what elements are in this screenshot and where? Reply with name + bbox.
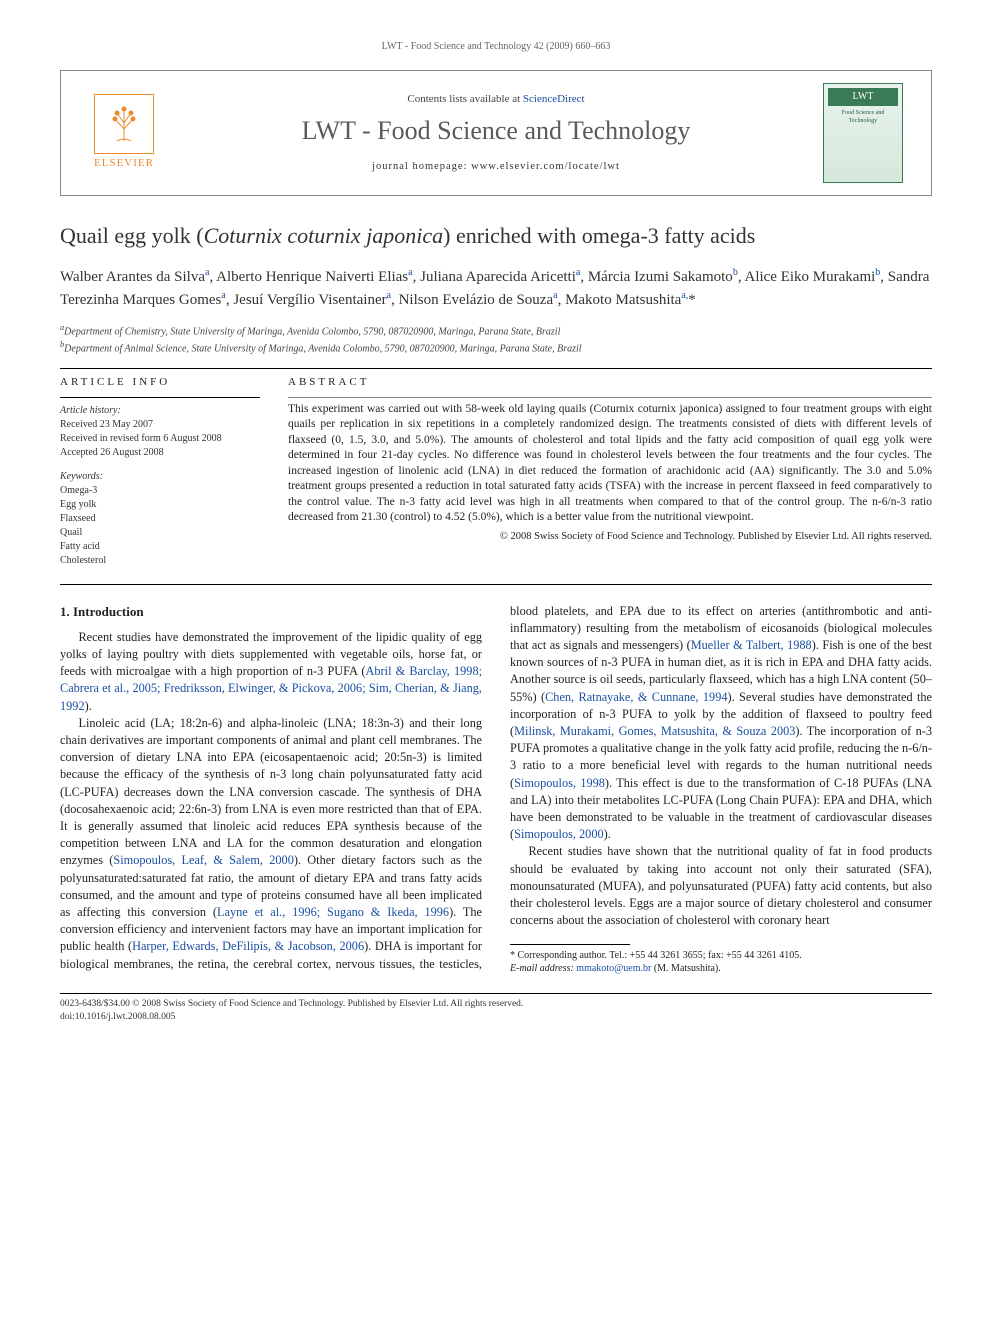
masthead: ELSEVIER Contents lists available at Sci… — [60, 70, 932, 196]
section-heading-intro: 1. Introduction — [60, 603, 482, 621]
email-link[interactable]: mmakoto@uem.br — [576, 963, 651, 974]
abstract-block: ABSTRACT This experiment was carried out… — [288, 375, 932, 567]
history-label: Article history: — [60, 404, 260, 418]
affiliation-a: aDepartment of Chemistry, State Universi… — [60, 322, 932, 339]
article-title: Quail egg yolk (Coturnix coturnix japoni… — [60, 222, 932, 251]
article-info-head: ARTICLE INFO — [60, 375, 260, 390]
homepage-url[interactable]: www.elsevier.com/locate/lwt — [471, 161, 620, 172]
affiliation-b: bDepartment of Animal Science, State Uni… — [60, 339, 932, 356]
keyword: Egg yolk — [60, 498, 260, 512]
history-revised: Received in revised form 6 August 2008 — [60, 432, 260, 446]
citation[interactable]: Layne et al., 1996; Sugano & Ikeda, 1996 — [217, 905, 449, 919]
abstract-copyright: © 2008 Swiss Society of Food Science and… — [288, 530, 932, 545]
journal-homepage-line: journal homepage: www.elsevier.com/locat… — [181, 160, 811, 175]
intro-para-3: Recent studies have shown that the nutri… — [510, 843, 932, 929]
title-post: ) enriched with omega-3 fatty acids — [443, 223, 755, 248]
page-footer: 0023-6438/$34.00 © 2008 Swiss Society of… — [60, 998, 932, 1025]
journal-cover-thumb: LWT Food Science and Technology — [823, 83, 903, 183]
citation[interactable]: Chen, Ratnayake, & Cunnane, 1994 — [545, 690, 727, 704]
running-head: LWT - Food Science and Technology 42 (20… — [60, 40, 932, 54]
contents-available-line: Contents lists available at ScienceDirec… — [181, 92, 811, 107]
intro-para-1: Recent studies have demonstrated the imp… — [60, 629, 482, 715]
article-info: ARTICLE INFO Article history: Received 2… — [60, 375, 260, 567]
history-accepted: Accepted 26 August 2008 — [60, 446, 260, 460]
text: ). — [604, 827, 611, 841]
keyword: Cholesterol — [60, 554, 260, 568]
citation[interactable]: Simopoulos, 2000 — [514, 827, 604, 841]
keywords-label: Keywords: — [60, 470, 260, 484]
elsevier-tree-icon — [94, 94, 154, 154]
title-species: Coturnix coturnix japonica — [204, 223, 444, 248]
email-label: E-mail address: — [510, 963, 574, 974]
email-suffix: (M. Matsushita). — [654, 963, 721, 974]
abstract-text: This experiment was carried out with 58-… — [288, 402, 932, 526]
sciencedirect-link[interactable]: ScienceDirect — [523, 93, 585, 105]
info-abstract-grid: ARTICLE INFO Article history: Received 2… — [60, 375, 932, 567]
rule-bottom — [60, 584, 932, 585]
abstract-head: ABSTRACT — [288, 375, 932, 390]
citation[interactable]: Simopoulos, 1998 — [514, 776, 605, 790]
keyword: Quail — [60, 526, 260, 540]
body-text: 1. Introduction Recent studies have demo… — [60, 603, 932, 975]
keyword: Fatty acid — [60, 540, 260, 554]
title-pre: Quail egg yolk ( — [60, 223, 204, 248]
cover-abbrev: LWT — [828, 88, 898, 106]
contents-prefix: Contents lists available at — [407, 93, 522, 105]
homepage-prefix: journal homepage: — [372, 161, 471, 172]
keyword: Flaxseed — [60, 512, 260, 526]
citation[interactable]: Mueller & Talbert, 1988 — [691, 638, 812, 652]
elsevier-wordmark: ELSEVIER — [94, 156, 154, 171]
citation[interactable]: Harper, Edwards, DeFilipis, & Jacobson, … — [132, 939, 364, 953]
masthead-center: Contents lists available at ScienceDirec… — [181, 92, 811, 174]
journal-name: LWT - Food Science and Technology — [181, 113, 811, 149]
text: ). — [85, 699, 92, 713]
corr-author-line: * Corresponding author. Tel.: +55 44 326… — [510, 949, 932, 962]
publisher-logo-block: ELSEVIER — [79, 94, 169, 171]
cover-subtitle: Food Science and Technology — [828, 109, 898, 126]
citation[interactable]: Simopoulos, Leaf, & Salem, 2000 — [113, 853, 293, 867]
affiliations: aDepartment of Chemistry, State Universi… — [60, 322, 932, 357]
history-received: Received 23 May 2007 — [60, 418, 260, 432]
footnote-rule — [510, 944, 630, 945]
citation[interactable]: Milinsk, Murakami, Gomes, Matsushita, & … — [514, 724, 795, 738]
author-list: Walber Arantes da Silvaa, Alberto Henriq… — [60, 265, 932, 312]
footer-copyright: 0023-6438/$34.00 © 2008 Swiss Society of… — [60, 998, 523, 1011]
corresponding-author-footnote: * Corresponding author. Tel.: +55 44 326… — [510, 949, 932, 975]
text: Linoleic acid (LA; 18:2n-6) and alpha-li… — [60, 716, 482, 868]
rule-top — [60, 368, 932, 369]
keyword: Omega-3 — [60, 484, 260, 498]
footer-doi: doi:10.1016/j.lwt.2008.08.005 — [60, 1011, 523, 1024]
page: LWT - Food Science and Technology 42 (20… — [0, 0, 992, 1054]
footer-rule — [60, 993, 932, 994]
